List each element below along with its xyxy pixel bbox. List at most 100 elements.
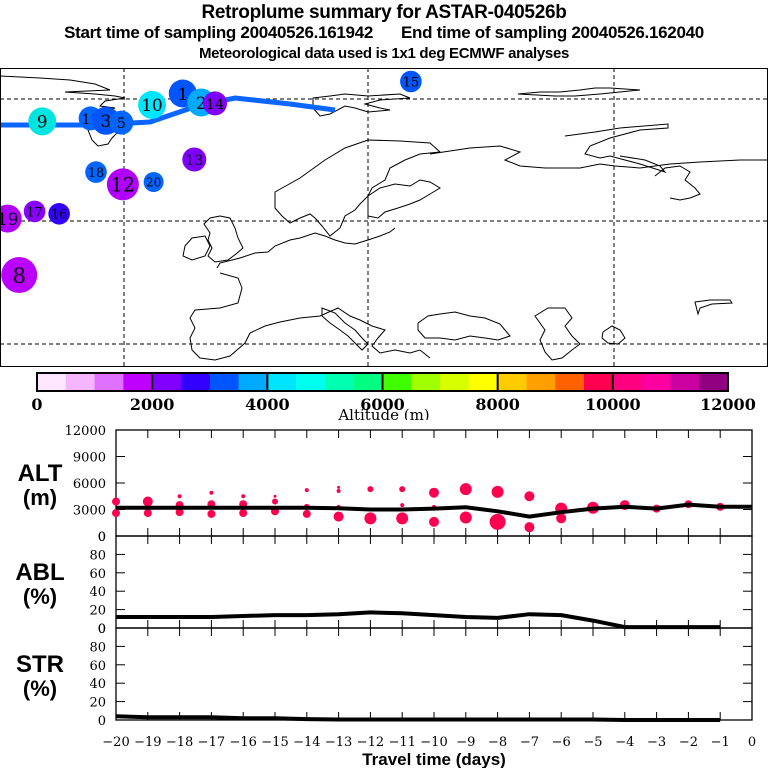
colorbar-swatch	[238, 373, 268, 391]
x-tick-label: −16	[229, 735, 256, 750]
colorbar-tick-label: 12000	[700, 395, 756, 414]
y-tick-label: 0	[98, 530, 106, 545]
y-tick-label: 20	[89, 696, 106, 711]
sampling-times: Start time of sampling 20040526.161942 En…	[0, 23, 768, 43]
cluster-marker: 9	[28, 107, 57, 136]
y-tick-label: 3000	[73, 504, 106, 519]
colorbar-swatch	[267, 373, 297, 391]
altitude-marker	[209, 490, 214, 495]
start-time-label: Start time of sampling 20040526.161942	[64, 23, 373, 42]
cluster-circle	[85, 161, 107, 183]
cluster-circle	[138, 90, 167, 119]
colorbar-swatch	[123, 373, 153, 391]
met-data-label: Meteorological data used is 1x1 deg ECMW…	[198, 45, 570, 62]
colorbar-swatch	[382, 373, 412, 391]
altitude-marker	[302, 509, 311, 518]
x-tick-label: −17	[198, 735, 225, 750]
altitude-marker	[239, 509, 248, 518]
cluster-label: 16	[51, 208, 67, 223]
x-tick-label: −11	[388, 735, 415, 750]
y-tick-label: 0	[98, 714, 106, 729]
panel-str: 0 20 40 60 80 0 STR(%)	[16, 622, 753, 729]
colorbar-tick-label: 0	[31, 395, 42, 414]
cluster-circle	[203, 91, 228, 116]
x-tick-label: −18	[166, 735, 193, 750]
altitude-marker	[333, 511, 344, 522]
cluster-label: 2	[196, 93, 207, 113]
y-tick-label: 80	[89, 640, 106, 655]
altitude-marker	[429, 516, 439, 527]
cluster-label: 12	[111, 174, 135, 197]
altitude-marker	[364, 512, 377, 525]
altitude-marker	[556, 513, 567, 524]
cluster-marker: 8	[1, 257, 38, 293]
colorbar-swatch	[37, 373, 67, 391]
cluster-marker: 13	[182, 147, 207, 172]
altitude-marker	[143, 509, 152, 518]
x-tick-label: −2	[679, 735, 698, 750]
y-axis-unit: (m)	[23, 485, 57, 510]
altitude-marker	[524, 491, 535, 502]
y-tick-label: 9000	[73, 451, 106, 466]
colorbar-swatch	[411, 373, 441, 391]
y-tick-label: 40	[89, 585, 106, 600]
y-tick-label: 60	[89, 567, 106, 582]
cluster-label: 1	[177, 84, 188, 104]
colorbar-swatch	[526, 373, 556, 391]
colorbar-swatch	[699, 373, 729, 391]
colorbar-swatch	[65, 373, 96, 391]
colorbar-swatch	[296, 373, 326, 391]
coastline-russia-north	[429, 145, 768, 169]
cluster-marker: 18	[85, 161, 107, 183]
x-tick-label: −1	[711, 735, 730, 750]
y-axis-title: ABL	[15, 559, 64, 586]
y-tick-label: 6000	[73, 477, 106, 492]
end-time-label: End time of sampling 20040526.162040	[401, 23, 704, 42]
altitude-colorbar: 0 2000 4000 6000 8000 10000 12000 Altitude (m)	[31, 372, 756, 420]
colorbar-swatch	[353, 373, 383, 391]
series-line	[115, 714, 721, 722]
altitude-marker	[207, 509, 216, 518]
altitude-marker	[142, 496, 153, 507]
colorbar-swatch	[641, 373, 671, 391]
colorbar-frame	[36, 372, 729, 392]
cluster-marker: 5	[109, 110, 134, 135]
series-line	[116, 610, 721, 630]
colorbar-swatch	[670, 373, 700, 391]
cluster-circle	[400, 70, 422, 93]
coastline-finland	[367, 179, 441, 219]
altitude-marker	[336, 488, 341, 493]
cluster-circle	[109, 110, 134, 135]
coastline-france-iberia	[189, 272, 251, 361]
cluster-label: 18	[88, 166, 104, 181]
coastline-svalbard	[312, 93, 411, 117]
x-tick-label: −3	[647, 735, 666, 750]
altitude-marker	[399, 486, 406, 493]
panel-abl: 0 20 40 60 80 0 ABL(%)	[15, 530, 753, 637]
cluster-marker: 17	[23, 200, 46, 223]
coastline-scandinavia	[274, 139, 442, 237]
colorbar-swatch	[152, 373, 182, 391]
colorbar-tick-label: 2000	[130, 395, 175, 414]
colorbar-swatch	[94, 373, 124, 391]
colorbar-swatch	[440, 373, 470, 391]
x-tick-label: −10	[420, 735, 447, 750]
altitude-marker	[459, 511, 472, 524]
y-tick-label: 20	[89, 604, 106, 619]
colorbar-title: Altitude (m)	[337, 406, 429, 420]
coastline-italy	[321, 307, 369, 351]
panel-frame	[115, 627, 753, 721]
y-axis-title: STR	[16, 651, 64, 678]
altitude-marker	[396, 512, 409, 525]
colorbar-swatch	[180, 373, 211, 391]
altitude-marker	[112, 509, 120, 518]
altitude-marker	[272, 498, 278, 505]
colorbar-tick-labels: 0 2000 4000 6000 8000 10000 12000	[31, 395, 755, 414]
altitude-marker	[367, 486, 374, 493]
y-tick-label: 0	[98, 530, 106, 545]
altitude-marker	[524, 522, 535, 533]
altitude-marker	[177, 494, 182, 499]
colorbar-swatch	[497, 373, 527, 391]
x-axis-title: Travel time (days)	[362, 750, 506, 768]
altitude-marker	[459, 483, 472, 496]
